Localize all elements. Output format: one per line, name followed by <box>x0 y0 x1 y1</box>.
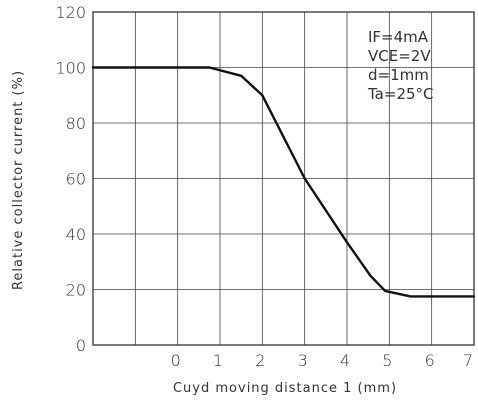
y-tick-label: 60 <box>66 170 86 189</box>
condition-vce: VCE=2V <box>368 47 431 65</box>
condition-d: d=1mm <box>368 66 429 84</box>
y-axis-label: Relative collector current (%) <box>11 70 26 290</box>
x-tick-label: 7 <box>463 351 473 370</box>
series-layer <box>91 66 476 298</box>
x-tick-label: 3 <box>298 351 308 370</box>
series-line-0 <box>91 66 476 298</box>
y-tick-labels: 0 20 40 60 80 100 120 <box>55 3 86 355</box>
y-tick-label: 100 <box>55 59 86 78</box>
y-tick-label: 120 <box>55 3 86 22</box>
y-tick-label: 20 <box>66 281 86 300</box>
x-axis-label: Cuyd moving distance 1 (mm) <box>173 381 397 396</box>
condition-if: IF=4mA <box>368 28 429 46</box>
y-tick-label: 40 <box>66 225 86 244</box>
x-tick-labels: 0 1 2 3 4 5 6 7 <box>171 351 474 370</box>
plot-frame <box>92 11 475 346</box>
x-tick-label: 2 <box>255 351 265 370</box>
x-tick-label: 1 <box>213 351 223 370</box>
y-tick-label: 80 <box>66 114 86 133</box>
condition-ta: Ta=25°C <box>367 85 434 103</box>
x-tick-label: 4 <box>340 351 350 370</box>
x-tick-label: 6 <box>425 351 435 370</box>
conditions-box: IF=4mA VCE=2V d=1mm Ta=25°C <box>367 28 434 103</box>
x-tick-label: 0 <box>171 351 181 370</box>
x-tick-label: 5 <box>382 351 392 370</box>
y-tick-label: 0 <box>76 336 86 355</box>
